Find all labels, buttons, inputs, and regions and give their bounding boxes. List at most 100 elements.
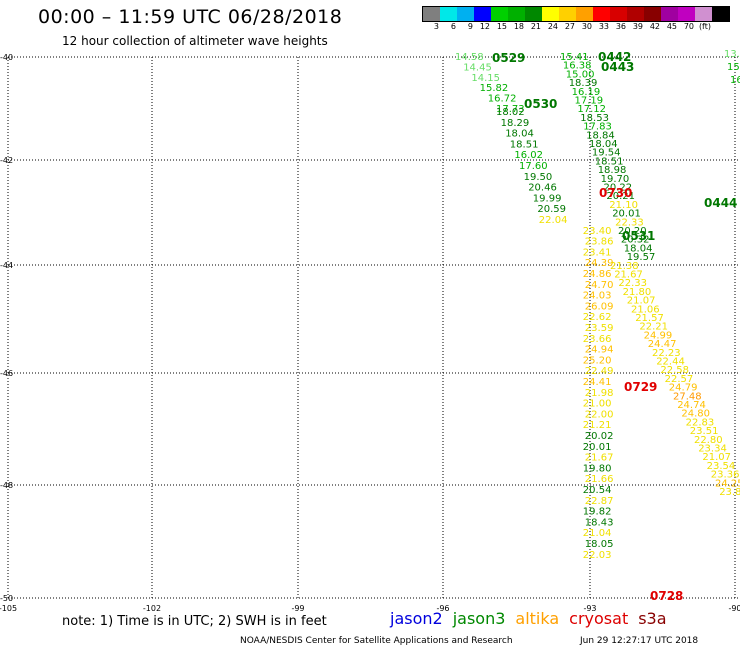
wave-height-value: 24.39 [585,258,614,269]
colorbar-label: 36 [615,22,626,31]
wave-height-value: 24.47 [648,339,677,350]
wave-height-value: 18.39 [569,78,598,89]
colorbar-swatch [474,7,491,21]
colorbar-swatch [491,7,508,21]
wave-height-value: 22.58 [660,365,689,376]
wave-height-value: 24.79 [669,383,698,394]
colorbar-label: 24 [547,22,558,31]
wave-height-value: 14.15 [471,73,500,84]
wave-height-value: 18.05 [585,539,614,550]
colorbar-swatch [644,7,661,21]
wave-height-value: 27.48 [673,391,702,402]
wave-height-value: 18.04 [505,129,534,140]
credit-line: NOAA/NESDIS Center for Satellite Applica… [240,636,513,646]
wave-height-value: 20.02 [585,431,614,442]
pass-time-label: 0442 [598,50,631,64]
longitude-label: -90 [728,604,740,613]
wave-height-value: 18.43 [585,517,614,528]
wave-height-value: 16.02 [514,150,543,161]
wave-height-value: 22.80 [694,435,723,446]
wave-height-value: 22.83 [686,417,715,428]
wave-height-value: 15.00 [566,69,595,80]
wave-height-value: 23.36 [711,470,740,481]
wave-height-value: 18.98 [598,165,627,176]
wave-height-value: 20.22 [604,183,633,194]
colorbar-labels: 3 6 9 12 15 18 21 24 27 30 33 36 39 42 45 70 (ft) [422,22,711,31]
wave-height-value: 26.09 [585,301,614,312]
wave-height-value: 24.03 [583,291,612,302]
colorbar-label: 9 [467,22,473,31]
colorbar-swatch [678,7,695,21]
colorbar-label: 18 [513,22,524,31]
colorbar-label: 39 [632,22,643,31]
wave-height-value: 21.21 [583,420,612,431]
wave-height-value: 21.04 [583,528,612,539]
colorbar-swatch [440,7,457,21]
wave-height-value: 20.59 [537,204,566,215]
wave-height-value: 22.49 [585,366,614,377]
wave-height-value: 18.04 [589,139,618,150]
generated-timestamp: Jun 29 12:27:17 UTC 2018 [580,636,699,646]
colorbar-swatch [695,7,712,21]
wave-height-value: 22.62 [583,312,612,323]
legend-jason2: jason2 [390,609,443,628]
colorbar-label: 33 [598,22,609,31]
wave-height-value: 24.86 [583,269,612,280]
wave-height-value: 24.41 [583,377,612,388]
wave-height-value: 19.57 [627,252,656,263]
track-values: 14.5814.4514.1515.8216.7217.7318.0218.29… [455,49,740,561]
wave-height-value: 18.51 [595,156,624,167]
pass-time-label: 0444 [704,196,737,210]
wave-height-value: 15.82 [480,83,509,94]
wave-height-value: 21.38 [610,261,639,272]
colorbar-swatch [576,7,593,21]
wave-height-value: 20.01 [583,442,612,453]
colorbar-swatch [423,7,440,21]
wave-height-value: 22.23 [652,348,681,359]
latitude-label: -48 [0,481,13,490]
wave-height-value: 22.33 [618,278,647,289]
wave-height-value: 19.82 [583,507,612,518]
map-grid [7,56,740,599]
wave-height-value: 20.20 [618,226,647,237]
map-title: 00:00 – 11:59 UTC 06/28/2018 [38,6,343,28]
wave-height-value: 21.57 [635,313,664,324]
colorbar-label: 30 [581,22,592,31]
colorbar-label: 3 [433,22,439,31]
wave-height-value: 18.29 [501,118,530,129]
pass-time-label: 0529 [492,51,525,65]
legend-cryosat: cryosat [569,609,629,628]
wave-height-value: 23.89 [719,487,740,498]
wave-height-value: 23.34 [698,444,727,455]
colorbar-label: 21 [530,22,541,31]
wave-height-value: 21.98 [585,388,614,399]
longitude-label: -96 [436,604,449,613]
footer-note: note: 1) Time is in UTC; 2) SWH is in fe… [62,614,327,629]
wave-height-value: 23.66 [583,334,612,345]
wave-height-value: 18.02 [496,107,525,118]
wave-height-value: 21.06 [631,304,660,315]
wave-height-value: 14.58 [455,52,484,63]
wave-height-value: 21.10 [609,200,638,211]
wave-height-value: 18.51 [510,139,539,150]
latitude-label: -42 [0,156,13,165]
pass-time-label: 0729 [624,380,657,394]
colorbar-swatch [542,7,559,21]
wave-height-value: 22.87 [585,496,614,507]
colorbar-label: 12 [479,22,490,31]
wave-height-value: 15.21 [727,62,740,73]
wave-height-value: 24.80 [681,409,710,420]
wave-height-value: 21.67 [614,270,643,281]
axis-labels: -40 -42 -44 -46 -48 -50-105 -102 -99 -96 -93 -90 [0,53,740,613]
colorbar-label: 6 [450,22,456,31]
wave-height-value: 20.46 [528,183,557,194]
wave-height-value: 19.80 [583,463,612,474]
pass-time-label: 0730 [599,186,632,200]
wave-height-value: 17.73 [496,104,525,115]
wave-height-value: 17.83 [583,122,612,133]
wave-height-value: 21.00 [583,399,612,410]
wave-height-value: 22.21 [639,322,668,333]
wave-height-value: 22.03 [583,550,612,561]
legend-s3a: s3a [638,609,667,628]
